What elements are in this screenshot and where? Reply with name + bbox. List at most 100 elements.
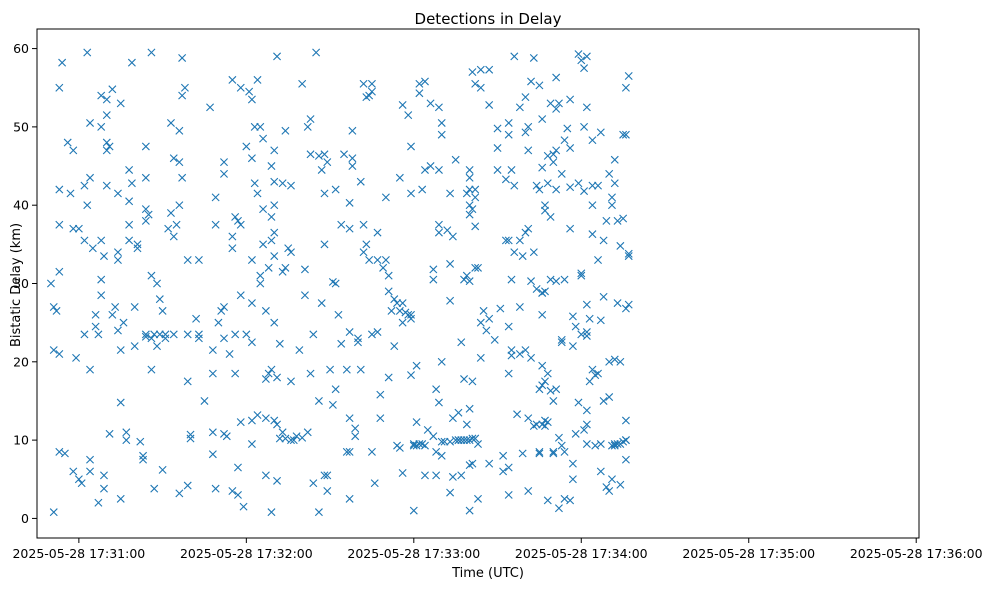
data-point <box>451 155 460 164</box>
data-point <box>471 263 480 272</box>
data-point <box>462 436 471 445</box>
data-point <box>169 154 178 163</box>
data-point <box>331 385 340 394</box>
data-point <box>91 322 100 331</box>
data-point <box>568 342 577 351</box>
data-point <box>599 396 608 405</box>
data-point <box>102 146 111 155</box>
data-point <box>384 373 393 382</box>
data-point <box>300 291 309 300</box>
data-point <box>153 279 162 288</box>
data-point <box>306 369 315 378</box>
data-point <box>367 87 376 96</box>
data-point <box>69 146 78 155</box>
data-point <box>211 220 220 229</box>
data-point <box>164 224 173 233</box>
data-point <box>356 365 365 374</box>
data-point <box>381 256 390 264</box>
data-point <box>543 369 552 378</box>
data-point <box>278 179 287 188</box>
data-point <box>236 418 245 427</box>
data-point <box>289 436 298 445</box>
data-point <box>105 429 114 438</box>
data-point <box>259 240 268 249</box>
data-point <box>250 179 259 188</box>
data-point <box>446 437 455 446</box>
data-point <box>49 508 58 517</box>
data-point <box>287 436 295 445</box>
data-point <box>97 291 106 300</box>
data-point <box>342 447 351 456</box>
data-point <box>407 371 416 380</box>
data-point <box>55 267 64 276</box>
data-point <box>278 267 287 276</box>
data-point <box>588 365 597 374</box>
data-point <box>122 428 131 437</box>
data-point <box>80 330 89 339</box>
data-point <box>513 410 522 419</box>
data-point <box>367 447 376 456</box>
data-point <box>239 502 248 511</box>
data-point <box>515 303 524 311</box>
data-point <box>270 416 279 425</box>
data-point <box>211 193 220 202</box>
data-point <box>99 252 108 261</box>
data-point <box>546 275 555 284</box>
data-point <box>337 220 346 229</box>
data-point <box>398 299 407 308</box>
data-point <box>515 236 524 245</box>
data-point <box>540 377 549 386</box>
data-point <box>125 220 134 229</box>
data-point <box>479 306 488 315</box>
data-point <box>267 212 276 221</box>
data-point <box>125 197 134 206</box>
data-point <box>231 212 240 221</box>
data-point <box>359 248 368 257</box>
data-point <box>538 361 547 370</box>
data-point <box>457 471 466 480</box>
data-point <box>222 432 231 441</box>
data-point <box>130 342 139 351</box>
x-axis-label: Time (UTC) <box>451 566 524 581</box>
data-point <box>543 179 552 188</box>
data-point <box>55 220 64 229</box>
data-point <box>524 146 533 155</box>
data-point <box>582 103 591 112</box>
data-point <box>574 179 583 188</box>
data-point <box>99 471 108 480</box>
data-point <box>178 53 187 62</box>
data-point <box>549 396 558 405</box>
data-point <box>105 142 114 151</box>
data-point <box>253 189 262 198</box>
data-point <box>86 455 95 464</box>
data-point <box>521 93 530 102</box>
data-point <box>540 287 549 296</box>
data-point <box>97 236 106 245</box>
data-point <box>141 216 150 225</box>
data-point <box>69 224 78 233</box>
data-point <box>594 181 603 190</box>
data-point <box>535 447 544 456</box>
data-point <box>214 318 223 327</box>
y-tick-label: 20 <box>13 354 29 369</box>
data-point <box>367 330 376 339</box>
data-point <box>208 428 217 437</box>
data-point <box>465 173 474 182</box>
data-point <box>515 349 524 358</box>
data-point <box>568 459 577 468</box>
data-point <box>133 240 142 249</box>
data-point <box>557 441 566 450</box>
data-point <box>515 103 524 112</box>
data-point <box>471 222 480 231</box>
data-point <box>535 81 544 90</box>
x-tick-label: 2025-05-28 17:35:00 <box>682 546 815 561</box>
data-point <box>527 277 536 286</box>
data-point <box>331 279 340 288</box>
data-point <box>287 377 295 386</box>
data-point <box>398 100 407 109</box>
data-point <box>501 175 510 184</box>
data-point <box>437 437 446 446</box>
data-point <box>63 138 72 147</box>
data-point <box>621 436 630 445</box>
data-point <box>580 187 589 196</box>
